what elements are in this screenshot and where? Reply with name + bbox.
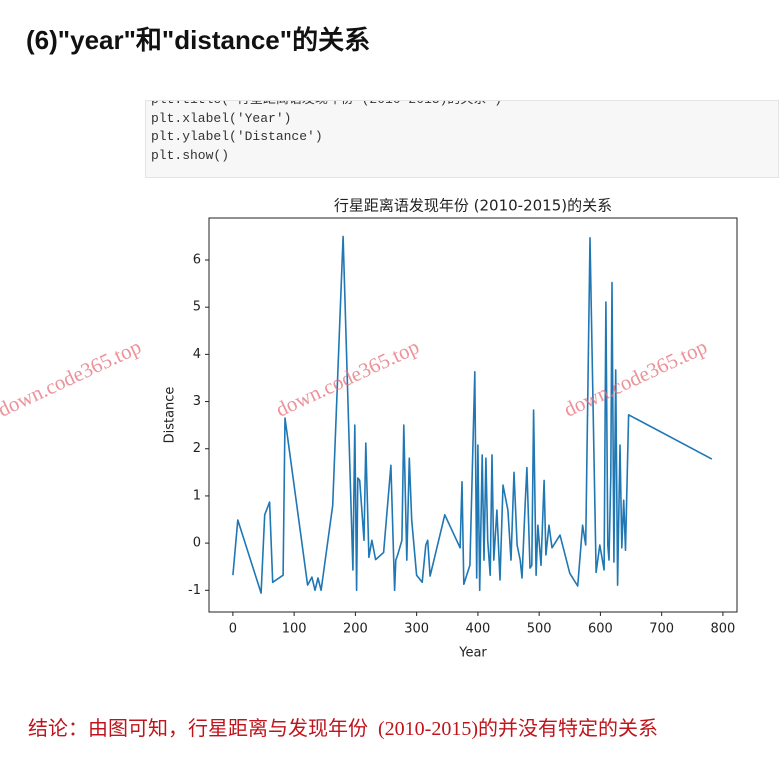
x-tick-label: 100 [282, 622, 307, 637]
plot-frame [208, 217, 738, 613]
heading: (6)"year"和"distance"的关系 [26, 25, 371, 55]
x-tick-label: 500 [527, 622, 552, 637]
x-tick-label: 700 [649, 622, 674, 637]
y-tick-label: 2 [193, 441, 201, 456]
y-tick-label: 0 [193, 536, 201, 551]
x-axis-label: Year [458, 646, 487, 661]
x-tick-label: 200 [343, 622, 368, 637]
y-tick-label: -1 [188, 583, 201, 598]
x-tick-label: 800 [710, 622, 735, 637]
chart: 行星距离语发现年份 (2010-2015)的关系 Year Distance 0… [163, 197, 738, 661]
y-tick-label: 3 [193, 394, 201, 409]
x-tick-label: 300 [404, 622, 429, 637]
data-line [232, 235, 713, 594]
code-line: plt.ylabel('Distance') [151, 129, 323, 144]
y-tick-label: 6 [193, 252, 201, 267]
y-axis-label: Distance [163, 387, 178, 444]
x-tick-label: 600 [588, 622, 613, 637]
conclusion: 结论：由图可知，行星距离与发现年份 (2010-2015)的并没有特定的关系 [28, 718, 658, 740]
code-line: plt.xlabel('Year') [151, 110, 292, 126]
code-line: plt.show() [151, 147, 230, 163]
code-line: plt.title('行星距离语发现年份 (2010-2015)的关系') [146, 101, 778, 110]
y-tick-label: 1 [193, 488, 201, 503]
y-tick-label: 4 [193, 347, 201, 362]
code-block: plt.title('行星距离语发现年份 (2010-2015)的关系') pl… [145, 100, 779, 178]
y-tick-label: 5 [193, 300, 201, 315]
x-tick-label: 0 [229, 622, 237, 637]
x-tick-label: 400 [465, 622, 490, 637]
chart-title: 行星距离语发现年份 (2010-2015)的关系 [334, 197, 612, 215]
